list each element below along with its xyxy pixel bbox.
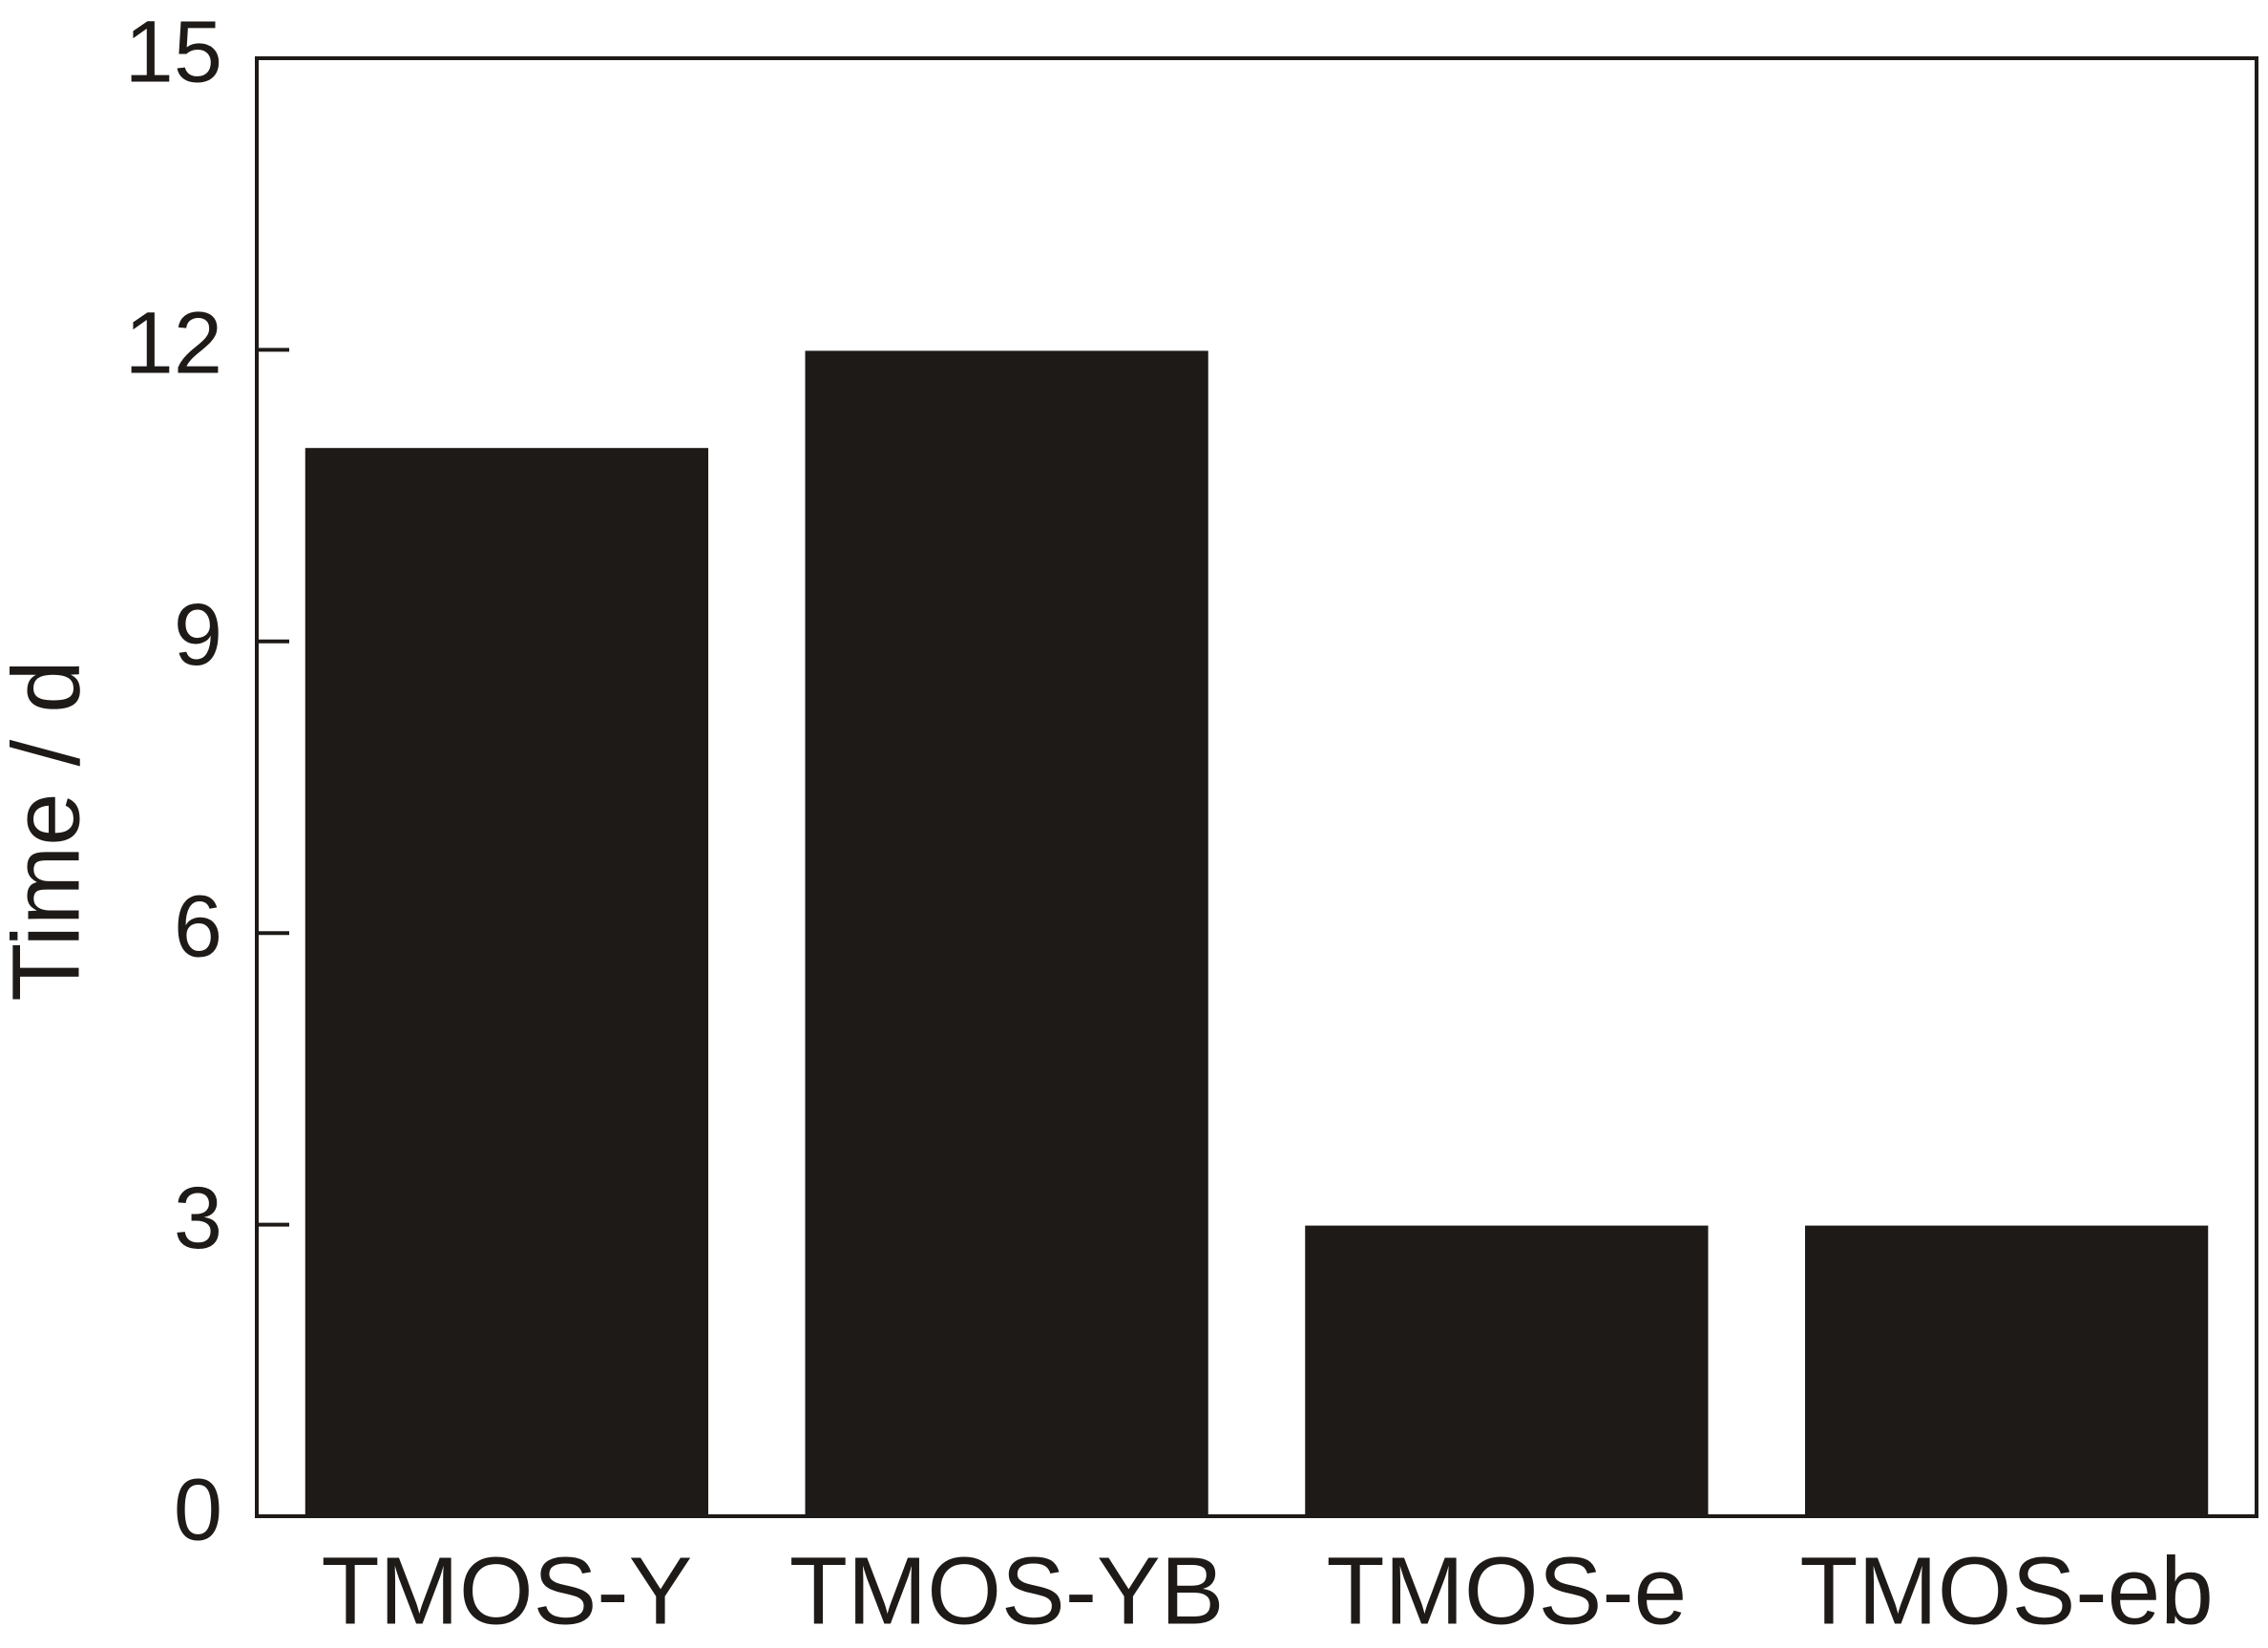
y-tick-label: 9 bbox=[174, 586, 222, 684]
y-tick-label: 3 bbox=[174, 1170, 222, 1267]
bar bbox=[1303, 1223, 1711, 1517]
y-axis-label: Time / d bbox=[0, 660, 99, 1001]
x-tick-label: TMOS-eb bbox=[1799, 1537, 2213, 1644]
bar bbox=[1803, 1223, 2211, 1517]
x-tick-label: TMOS-YB bbox=[789, 1537, 1225, 1644]
y-tick-label: 15 bbox=[125, 3, 222, 100]
plot-frame bbox=[255, 56, 2258, 1518]
y-tick-label: 12 bbox=[125, 295, 222, 392]
x-tick-label: TMOS-e bbox=[1326, 1537, 1687, 1644]
y-tick-label: 0 bbox=[174, 1461, 222, 1558]
bar bbox=[303, 446, 710, 1518]
bar bbox=[803, 349, 1210, 1517]
y-tick-label: 6 bbox=[174, 877, 222, 975]
x-tick-label: TMOS-Y bbox=[321, 1537, 692, 1644]
